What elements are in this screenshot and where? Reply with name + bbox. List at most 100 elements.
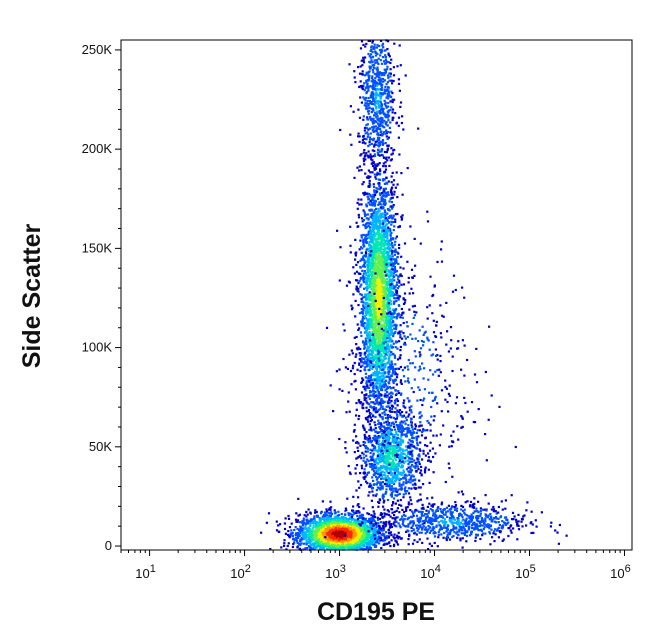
event-dot [369, 536, 373, 539]
event-dot [388, 348, 391, 351]
event-dot [331, 542, 334, 546]
event-dot [370, 292, 373, 295]
event-dot [377, 522, 380, 525]
event-dot [383, 262, 386, 266]
event-dot [374, 259, 377, 262]
event-dot [291, 531, 294, 534]
event-dot [304, 534, 307, 537]
event-dot [330, 541, 334, 544]
event-dot [383, 308, 386, 311]
event-dot [333, 527, 336, 530]
event-dot [356, 520, 359, 523]
event-dot [358, 352, 361, 355]
event-dot [381, 412, 384, 415]
event-dot [324, 512, 327, 515]
event-dot [359, 278, 362, 281]
event-dot [338, 528, 341, 531]
event-dot [353, 361, 356, 365]
event-dot [358, 248, 361, 251]
event-dot [365, 349, 369, 352]
event-dot [380, 529, 383, 532]
event-dot [385, 405, 388, 408]
event-dot [363, 536, 366, 539]
event-dot [341, 528, 344, 531]
event-dot [367, 347, 370, 350]
event-dot [384, 327, 387, 330]
event-dot [377, 371, 380, 374]
event-dot [367, 513, 371, 516]
event-dot [362, 357, 366, 360]
event-dot [390, 187, 393, 190]
event-dot [355, 536, 358, 539]
event-dot [302, 517, 305, 520]
event-dot [361, 324, 364, 327]
event-dot [364, 172, 367, 175]
event-dot [314, 530, 317, 533]
event-dot [357, 525, 361, 528]
event-dot [390, 189, 393, 192]
event-dot [330, 506, 333, 509]
event-dot [300, 530, 303, 533]
event-dot [368, 179, 371, 182]
event-dot [300, 531, 303, 534]
event-dot [369, 271, 372, 274]
event-dot [400, 217, 404, 220]
event-dot [329, 500, 332, 503]
event-dot [321, 515, 324, 518]
event-dot [371, 348, 374, 351]
event-dot [391, 365, 394, 368]
event-dot [373, 532, 376, 535]
event-dot [388, 353, 392, 356]
event-dot [387, 529, 391, 532]
event-dot [330, 529, 333, 532]
event-dot [377, 317, 380, 320]
event-dot [389, 197, 392, 201]
event-dot [383, 535, 386, 538]
event-dot [360, 514, 363, 517]
event-dot [376, 171, 379, 174]
event-dot [359, 331, 362, 334]
event-dot [392, 183, 395, 186]
event-dot [389, 294, 392, 297]
event-dot [362, 317, 365, 320]
event-dot [383, 235, 386, 238]
event-dot [357, 225, 360, 228]
event-dot [385, 228, 388, 231]
event-dot [352, 527, 355, 530]
event-dot [386, 306, 389, 309]
event-dot [367, 256, 370, 259]
event-dot [378, 356, 381, 359]
event-dot [328, 530, 331, 533]
event-dot [362, 305, 365, 308]
event-dot [368, 345, 371, 348]
event-dot [361, 361, 364, 364]
event-dot [346, 518, 349, 521]
event-dot [367, 309, 370, 312]
event-dot [373, 233, 376, 236]
event-dot [403, 301, 407, 304]
event-dot [396, 212, 399, 216]
event-dot [306, 530, 310, 533]
event-dot [390, 262, 394, 265]
event-dot [332, 531, 335, 535]
event-dot [380, 403, 383, 406]
event-dot [399, 381, 402, 384]
event-dot [351, 306, 354, 310]
event-dot [336, 524, 339, 527]
event-dot [319, 538, 322, 541]
event-dot [360, 357, 364, 360]
event-dot [288, 536, 291, 539]
event-dot [374, 276, 377, 279]
event-dot [368, 534, 371, 537]
event-dot [389, 250, 392, 253]
event-dot [392, 342, 395, 345]
event-dot [363, 347, 366, 350]
event-dot [275, 520, 278, 523]
event-dot [367, 185, 370, 188]
event-dot [321, 537, 324, 540]
event-dot [367, 545, 370, 548]
event-dot [352, 364, 355, 367]
event-dot [376, 292, 379, 295]
event-dot [380, 222, 383, 225]
event-dot [313, 521, 316, 524]
